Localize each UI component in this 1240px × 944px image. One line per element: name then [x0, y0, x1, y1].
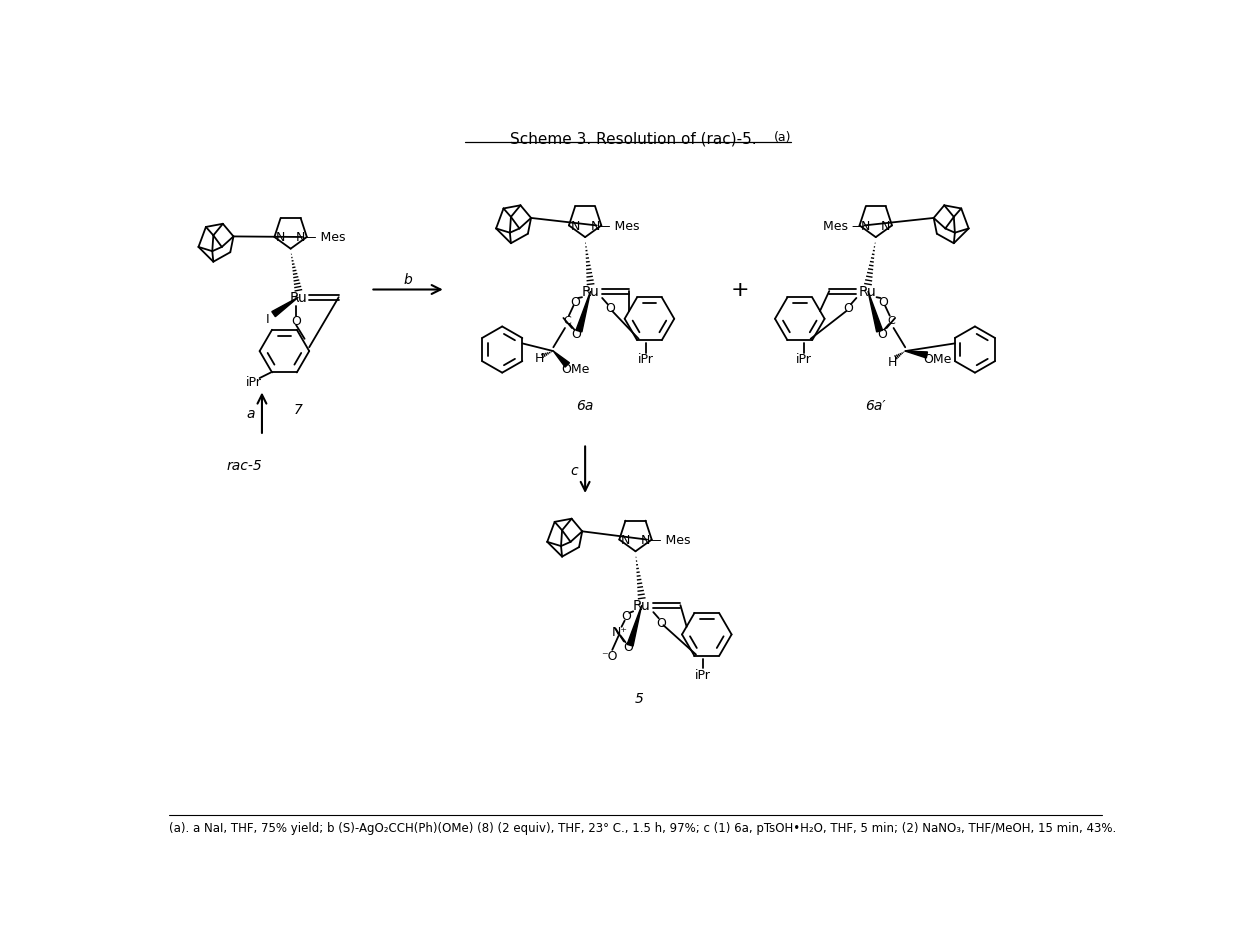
Text: C: C [888, 316, 895, 326]
Text: iPr: iPr [637, 353, 653, 366]
Polygon shape [575, 292, 590, 332]
Text: iPr: iPr [796, 353, 812, 366]
Text: iPr: iPr [246, 376, 262, 389]
Text: Ru: Ru [632, 598, 651, 613]
Text: N: N [621, 533, 630, 547]
Text: 5: 5 [635, 691, 644, 705]
Text: 7: 7 [294, 402, 303, 416]
Polygon shape [627, 605, 642, 647]
Polygon shape [272, 298, 299, 317]
Text: O: O [570, 296, 580, 309]
Text: +: + [730, 280, 749, 300]
Text: N⁺: N⁺ [613, 625, 627, 638]
Polygon shape [553, 352, 569, 368]
Text: O: O [843, 302, 853, 315]
Text: N: N [570, 220, 580, 232]
Text: Ru: Ru [859, 285, 877, 298]
Text: (a). a NaI, THF, 75% yield; b (S)-AgO₂CCH(Ph)(OMe) (8) (2 equiv), THF, 23° C., 1: (a). a NaI, THF, 75% yield; b (S)-AgO₂CC… [169, 821, 1116, 834]
Text: O: O [877, 328, 887, 341]
Text: H: H [534, 351, 544, 364]
Text: rac-5: rac-5 [226, 459, 262, 473]
Text: 6a: 6a [577, 398, 594, 413]
Text: — Mes: — Mes [304, 231, 346, 244]
Text: — Mes: — Mes [649, 533, 691, 547]
Text: H: H [888, 356, 898, 369]
Text: N: N [882, 220, 890, 232]
Text: N: N [277, 231, 285, 244]
Text: O: O [656, 616, 666, 629]
Text: (a): (a) [774, 131, 791, 143]
Text: Scheme 3. Resolution of (rac)-5.: Scheme 3. Resolution of (rac)-5. [510, 132, 756, 146]
Text: N: N [861, 220, 870, 232]
Text: O: O [572, 328, 582, 341]
Text: OMe: OMe [924, 353, 952, 366]
Text: Mes —: Mes — [823, 220, 864, 232]
Text: O: O [622, 641, 632, 653]
Text: Ru: Ru [289, 291, 308, 305]
Text: iPr: iPr [694, 668, 711, 682]
Text: N: N [641, 533, 650, 547]
Text: O: O [605, 302, 615, 315]
Text: Ru: Ru [582, 285, 599, 298]
Polygon shape [868, 292, 883, 332]
Text: O: O [879, 296, 888, 309]
Text: O: O [291, 314, 301, 328]
Polygon shape [905, 352, 928, 359]
Text: c: c [570, 464, 578, 477]
Text: b: b [404, 273, 413, 286]
Text: OMe: OMe [560, 362, 589, 375]
Text: I: I [265, 312, 269, 326]
Text: a: a [246, 406, 254, 420]
Text: N: N [296, 231, 305, 244]
Text: O: O [621, 610, 631, 623]
Text: N: N [590, 220, 600, 232]
Text: C: C [563, 316, 572, 326]
Text: — Mes: — Mes [599, 220, 640, 232]
Text: ⁻O: ⁻O [601, 649, 618, 662]
Text: 6a′: 6a′ [866, 398, 887, 413]
